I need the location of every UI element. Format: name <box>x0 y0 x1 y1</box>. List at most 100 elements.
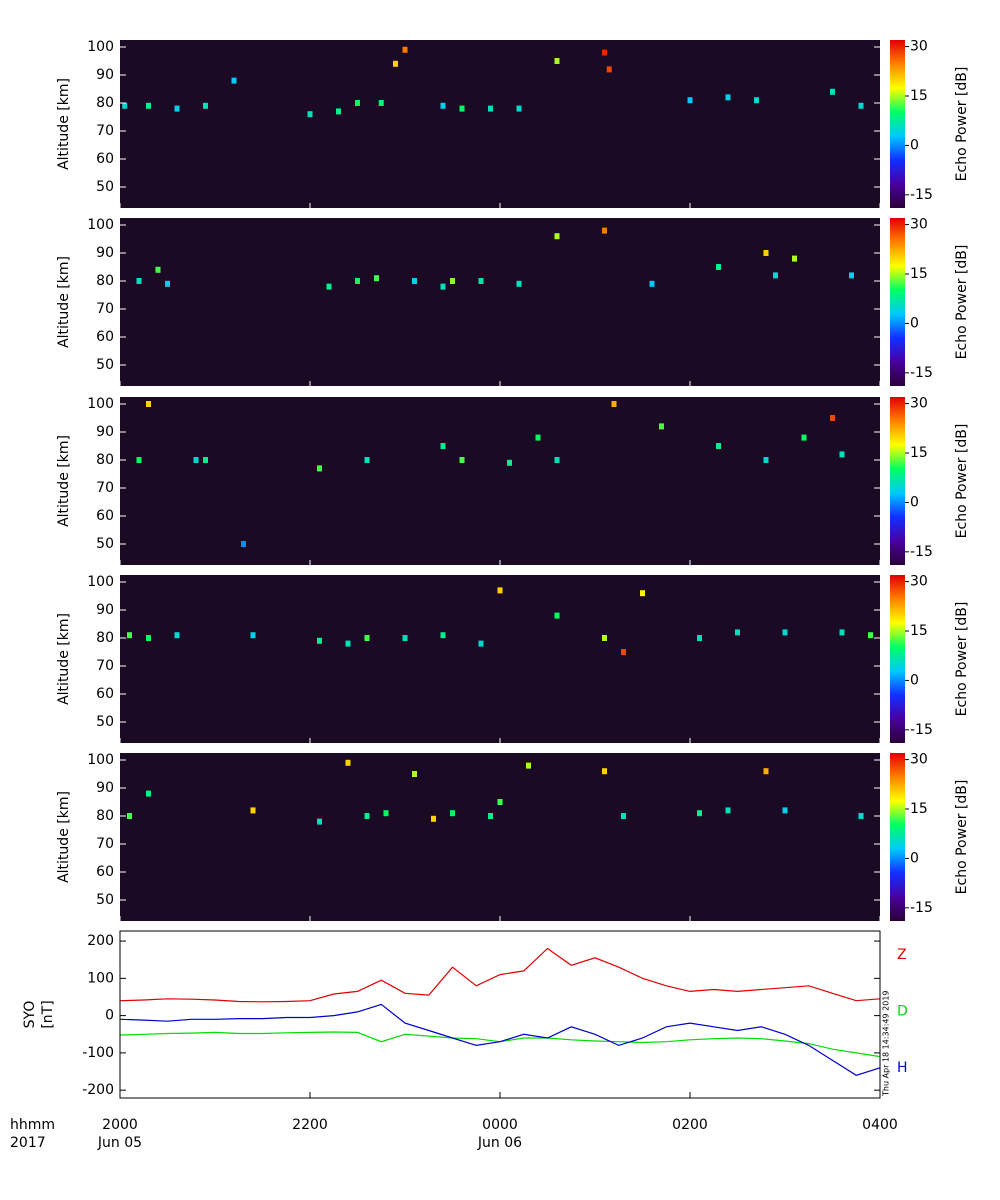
echo-cell <box>602 768 607 775</box>
x-date-label: Jun 05 <box>97 1135 142 1151</box>
plot-frame <box>119 930 881 1099</box>
echo-cell <box>849 272 854 279</box>
colorbar-tick-label: 15 <box>910 266 928 282</box>
colorbar-tick-label: -15 <box>910 722 933 738</box>
echo-cell <box>763 768 769 775</box>
echo-cell <box>497 587 503 594</box>
echo-cell <box>364 457 370 463</box>
y-tick-label: 80 <box>96 452 114 468</box>
colorbar-tick-label: 30 <box>910 39 928 55</box>
colorbar-label: Echo Power [dB] <box>954 602 970 717</box>
echo-cell <box>611 401 617 407</box>
echo-cell <box>697 635 702 641</box>
timestamp: Thu Apr 18 14:34:49 2019 <box>882 990 891 1097</box>
echo-cell <box>535 434 541 441</box>
y-tick-label: 60 <box>96 329 114 345</box>
echo-cell <box>402 635 408 641</box>
colorbar-tick-label: -15 <box>910 365 933 381</box>
colorbar-tick-label: -15 <box>910 544 933 560</box>
echo-cell <box>773 272 778 279</box>
x-tick-label: 0400 <box>862 1117 898 1133</box>
echo-cell <box>716 264 721 270</box>
echo-cell <box>231 77 237 84</box>
echo-cell <box>687 97 693 104</box>
data-line <box>119 1031 881 1058</box>
y-tick-label: 80 <box>96 95 114 111</box>
echo-cell <box>440 283 446 290</box>
x-tick-label: 0000 <box>482 1117 518 1133</box>
plot-background <box>120 397 880 565</box>
year-label: 2017 <box>10 1135 46 1151</box>
echo-cell <box>317 465 322 472</box>
echo-cell <box>412 771 417 777</box>
echo-cell <box>355 278 360 284</box>
echo-cell <box>250 807 256 814</box>
y-tick-label: 50 <box>96 357 114 373</box>
echo-cell <box>345 759 351 766</box>
echo-cell <box>127 632 132 639</box>
echo-cell <box>554 58 560 64</box>
echo-cell <box>801 434 807 441</box>
y-tick-label: 80 <box>96 273 114 289</box>
echo-cell <box>488 105 493 112</box>
echo-cell <box>554 233 560 240</box>
echo-cell <box>497 799 503 805</box>
echo-cell <box>606 66 612 73</box>
echo-cell <box>621 649 626 655</box>
y-tick-label: 80 <box>96 808 114 824</box>
colorbar-tick-label: -15 <box>910 187 933 203</box>
y-tick-label: 90 <box>96 602 114 618</box>
colorbar <box>890 753 905 921</box>
echo-cell <box>459 457 465 463</box>
echo-cell <box>317 637 322 644</box>
y-tick-label: 90 <box>96 245 114 261</box>
echo-cell <box>193 457 199 463</box>
y-tick-label: 90 <box>96 67 114 83</box>
echo-cell <box>830 415 835 421</box>
echo-cell <box>146 635 151 641</box>
echo-cell <box>383 810 389 817</box>
y-tick-label: 100 <box>87 970 114 986</box>
y-axis-label: Altitude [km] <box>56 78 72 170</box>
echo-cell <box>165 280 170 287</box>
echo-cell <box>450 278 455 284</box>
legend-entry: Z <box>897 947 907 963</box>
y-tick-label: -200 <box>82 1082 114 1098</box>
echo-cell <box>459 105 465 112</box>
colorbar-label: Echo Power [dB] <box>954 245 970 360</box>
echo-cell <box>402 46 408 53</box>
x-tick-label: 2000 <box>102 1117 138 1133</box>
echo-cell <box>839 451 845 458</box>
echo-cell <box>858 813 864 819</box>
echo-cell <box>782 629 788 636</box>
echo-cell <box>146 401 151 407</box>
y-tick-label: 70 <box>96 123 114 139</box>
echo-cell <box>155 266 161 273</box>
legend-entry: D <box>897 1004 908 1020</box>
y-tick-label: 0 <box>105 1008 114 1024</box>
echo-cell <box>830 88 835 95</box>
colorbar-tick-label: 30 <box>910 217 928 233</box>
y-tick-label: 50 <box>96 714 114 730</box>
echo-cell <box>364 635 370 641</box>
echo-cell <box>345 640 351 647</box>
echo-cell <box>136 457 142 463</box>
colorbar-tick-label: 0 <box>910 494 919 510</box>
y-tick-label: 100 <box>87 752 114 768</box>
echo-cell <box>431 815 436 822</box>
echo-cell <box>735 629 740 636</box>
plot-background <box>120 753 880 921</box>
plot-background <box>120 575 880 743</box>
x-tick-label: 0200 <box>672 1117 708 1133</box>
echo-cell <box>146 790 151 797</box>
y-tick-label: 50 <box>96 892 114 908</box>
y-tick-label: 100 <box>87 39 114 55</box>
y-tick-label: 70 <box>96 658 114 674</box>
y-tick-label: 90 <box>96 424 114 440</box>
echo-cell <box>450 810 455 817</box>
echo-cell <box>868 632 873 639</box>
colorbar-label: Echo Power [dB] <box>954 780 970 895</box>
echo-cell <box>127 813 132 819</box>
echo-cell <box>440 632 446 639</box>
plot-background <box>120 40 880 208</box>
